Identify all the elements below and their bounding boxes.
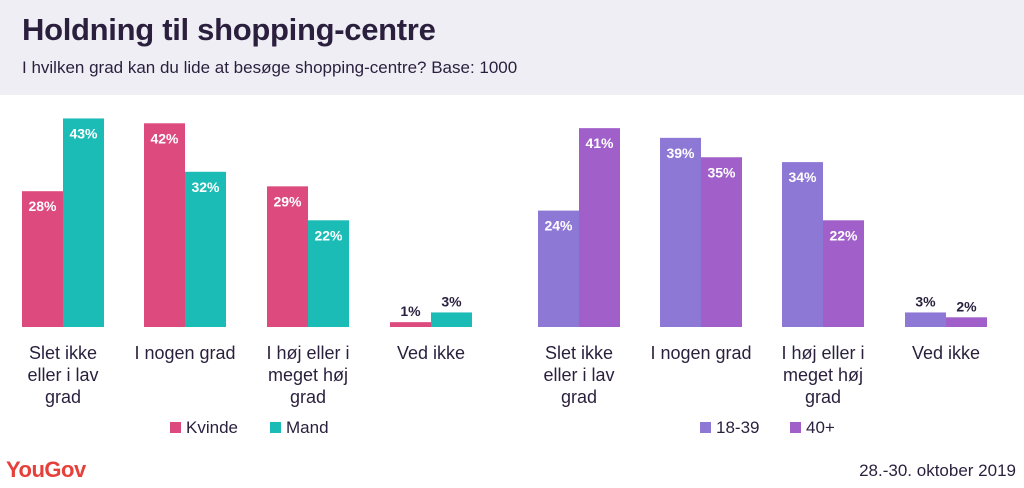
data-label: 41% [585,135,614,151]
legend-swatch [790,422,801,433]
legend: Kvinde Mand [170,418,329,437]
data-label: 24% [544,218,573,234]
chart-1: 28% 43% Slet ikke eller i lav grad 42% 32% I no… [22,118,472,437]
bar-mand-3 [308,220,349,327]
bar-kvinde-4 [390,322,431,327]
data-label: 43% [69,125,98,141]
header-band: Holdning til shopping-centre I hvilken g… [0,0,1024,95]
data-label: 28% [28,198,57,214]
data-label: 1% [400,303,421,319]
category-label: I høj eller i meget høj grad [266,343,349,407]
data-label: 22% [829,227,858,243]
survey-date: 28.-30. oktober 2019 [859,461,1016,480]
bar-40--2 [701,157,742,327]
bar-18-39-2 [660,137,701,327]
legend-label: Mand [286,418,329,437]
legend: 18-39 40+ [700,418,835,437]
bar-mand-1 [63,118,104,327]
legend-swatch [270,422,281,433]
data-label: 3% [441,293,462,309]
bar-kvinde-2 [144,123,185,327]
bar-18-39-4 [905,312,946,327]
data-label: 42% [150,130,179,146]
category-label: Ved ikke [912,343,980,363]
category-label: I nogen grad [650,343,751,363]
charts-area: 28% 43% Slet ikke eller i lav grad 42% 32% I no… [22,118,987,437]
data-label: 29% [273,193,302,209]
bar-40--1 [579,128,620,327]
data-label: 34% [788,169,817,185]
data-label: 35% [707,164,736,180]
data-label: 32% [191,179,220,195]
legend-label: Kvinde [186,418,238,437]
data-label: 39% [666,145,695,161]
page-subtitle: I hvilken grad kan du lide at besøge sho… [22,58,518,77]
category-label: Slet ikke eller i lav grad [543,343,614,407]
yougov-logo: YouGov [6,457,86,482]
bar-mand-4 [431,312,472,327]
data-label: 22% [314,227,343,243]
category-label: Ved ikke [397,343,465,363]
legend-swatch [700,422,711,433]
bar-mand-2 [185,171,226,327]
category-label: Slet ikke eller i lav grad [27,343,98,407]
legend-label: 18-39 [716,418,759,437]
bar-40--4 [946,317,987,327]
legend-swatch [170,422,181,433]
page-title: Holdning til shopping-centre [22,12,436,47]
legend-label: 40+ [806,418,835,437]
bar-40--3 [823,220,864,327]
bar-kvinde-3 [267,186,308,327]
bar-18-39-3 [782,162,823,327]
data-label: 2% [956,298,977,314]
category-label: I nogen grad [134,343,235,363]
data-label: 3% [915,293,936,309]
bar-18-39-1 [538,210,579,327]
category-label: I høj eller i meget høj grad [781,343,864,407]
bar-kvinde-1 [22,191,63,327]
chart-2: 24% 41% Slet ikke eller i lav grad 39% 35% I no… [538,128,987,437]
